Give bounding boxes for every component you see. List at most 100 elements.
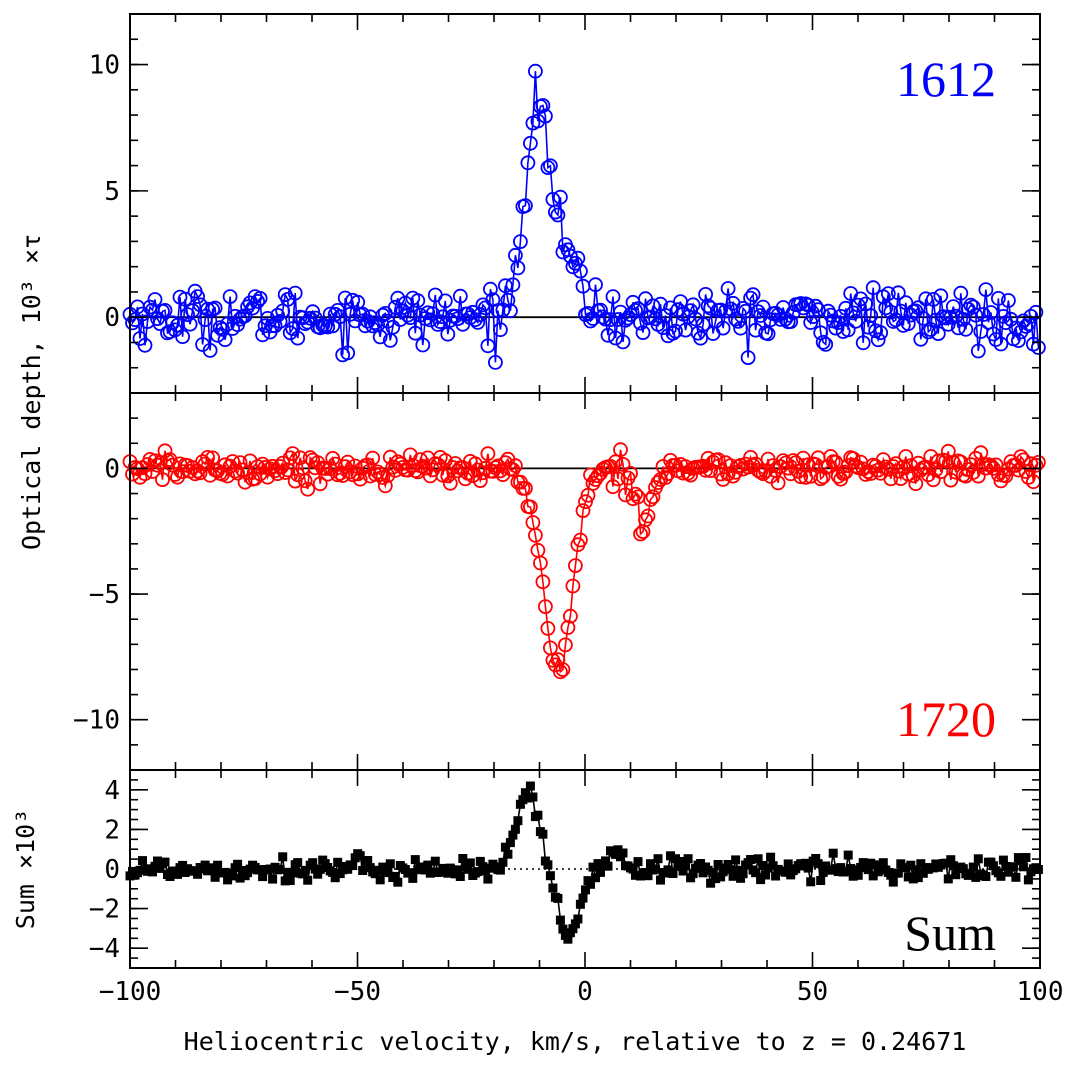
data-point <box>268 874 278 884</box>
data-point <box>745 287 761 303</box>
data-point <box>908 303 924 319</box>
data-point <box>770 475 786 491</box>
data-point <box>528 792 538 802</box>
data-point <box>355 851 365 861</box>
data-point <box>470 314 486 330</box>
data-point <box>895 459 911 475</box>
data-point <box>233 859 243 869</box>
data-point <box>886 870 896 880</box>
data-point <box>845 305 861 321</box>
data-point <box>220 316 236 332</box>
data-point <box>288 868 298 878</box>
data-point <box>970 343 986 359</box>
data-point <box>601 856 610 866</box>
data-point <box>382 449 398 465</box>
data-point <box>528 63 543 79</box>
data-point <box>472 473 488 489</box>
data-point <box>358 866 368 875</box>
data-point <box>482 281 498 297</box>
data-point <box>305 304 321 320</box>
data-point <box>803 863 813 873</box>
y-tick-label: 10 <box>89 51 120 81</box>
y-tick-label: 0 <box>104 855 120 885</box>
data-point <box>633 857 643 867</box>
data-point <box>760 326 776 342</box>
data-point <box>153 856 162 866</box>
data-point <box>250 293 266 309</box>
data-point <box>988 332 1004 347</box>
data-point <box>983 458 999 474</box>
data-point <box>392 312 408 327</box>
data-point <box>155 472 170 488</box>
data-point <box>297 473 313 489</box>
data-point <box>965 299 981 315</box>
data-point <box>352 471 368 487</box>
panel-1720: 0 −5 −10 1720 <box>73 392 1046 771</box>
data-point <box>898 295 914 311</box>
data-point <box>588 862 598 872</box>
data-point <box>520 788 530 798</box>
data-point <box>930 453 946 469</box>
data-point <box>192 297 208 313</box>
data-point <box>613 845 623 855</box>
data-point <box>190 289 206 305</box>
data-point <box>375 875 385 885</box>
data-point <box>820 459 836 475</box>
data-point <box>313 869 323 879</box>
data-point <box>303 875 313 885</box>
data-point <box>518 795 528 805</box>
data-point <box>751 868 761 878</box>
data-point <box>568 924 578 934</box>
data-point <box>593 302 608 318</box>
data-point <box>885 314 901 329</box>
data-point <box>255 456 271 472</box>
data-point <box>267 318 283 334</box>
data-point <box>310 864 320 874</box>
data-point <box>925 472 941 488</box>
data-point <box>996 308 1011 324</box>
data-point <box>333 857 343 867</box>
data-point <box>968 307 984 323</box>
data-point <box>1028 457 1044 473</box>
data-point <box>533 810 543 820</box>
data-point <box>195 454 211 470</box>
data-point <box>553 893 563 903</box>
data-point <box>238 866 248 875</box>
data-point <box>578 494 593 510</box>
data-point <box>252 290 268 306</box>
data-point <box>703 865 713 875</box>
data-point <box>813 859 823 869</box>
data-point <box>1018 862 1028 872</box>
data-point <box>650 475 666 490</box>
data-point <box>447 456 463 471</box>
data-point <box>846 864 856 873</box>
data-point <box>735 300 751 316</box>
data-point <box>631 870 640 880</box>
data-point <box>783 859 793 869</box>
data-point <box>793 469 809 485</box>
data-point <box>851 865 861 875</box>
data-point <box>498 857 508 867</box>
data-point <box>943 874 953 884</box>
data-point <box>283 867 293 877</box>
data-point <box>330 873 340 883</box>
data-point <box>708 868 718 877</box>
data-point <box>193 869 203 879</box>
data-point <box>596 867 605 877</box>
data-point <box>550 207 566 223</box>
data-point <box>628 302 643 318</box>
data-point <box>870 332 886 348</box>
data-point <box>993 336 1009 352</box>
data-point <box>848 313 864 329</box>
data-point <box>1001 293 1016 308</box>
data-point <box>508 458 523 474</box>
data-point <box>913 331 929 347</box>
data-point <box>945 299 961 315</box>
data-point <box>740 350 756 366</box>
data-point <box>540 160 556 176</box>
data-point <box>728 871 738 881</box>
data-point <box>738 869 748 879</box>
data-point <box>865 280 881 296</box>
data-point <box>365 318 381 334</box>
data-point <box>300 865 310 875</box>
